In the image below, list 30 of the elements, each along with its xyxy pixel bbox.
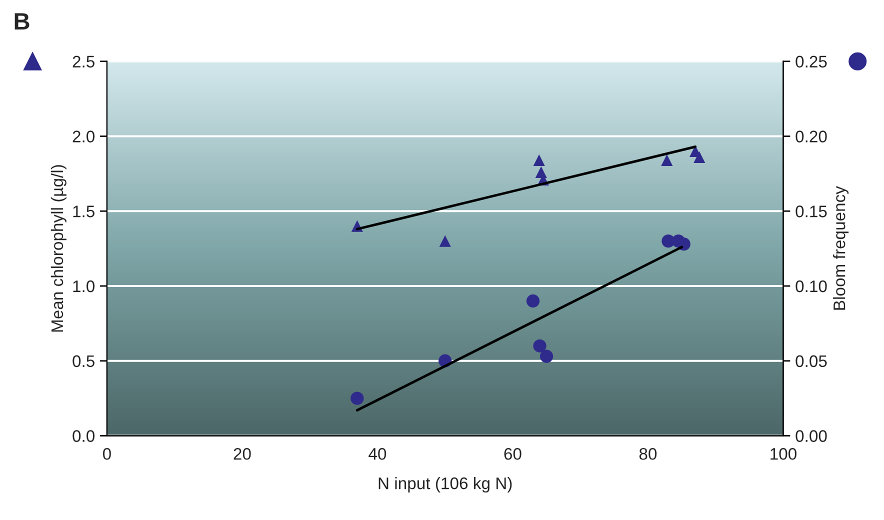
- x-tick-label: 60: [504, 448, 522, 460]
- y2-tick-label: 0.00: [796, 430, 827, 442]
- y2-axis-title: Bloom frequency: [833, 186, 849, 310]
- point: [661, 154, 673, 166]
- y-tick-label: 2.0: [72, 130, 95, 142]
- x-axis-title: N input (106 kg N): [378, 476, 512, 493]
- x-tick-label: 40: [368, 448, 386, 460]
- point: [526, 294, 540, 308]
- y2-tick-label: 0.20: [796, 130, 827, 142]
- x-tick-label: 80: [639, 448, 657, 460]
- y-tick-label: 0.0: [72, 430, 95, 442]
- point: [350, 392, 364, 405]
- y2-tick-label: 0.10: [796, 280, 827, 292]
- y2-tick-label: 0.15: [796, 206, 827, 218]
- x-tick-label: 20: [234, 448, 251, 460]
- x-tick-label: 100: [770, 448, 796, 460]
- point: [694, 151, 706, 164]
- point: [540, 350, 554, 363]
- y2-tick-label: 0.25: [796, 56, 827, 68]
- point: [533, 339, 546, 352]
- y-tick-label: 1.0: [73, 280, 95, 292]
- chart-title: B: [14, 13, 30, 30]
- point: [533, 154, 545, 166]
- y-tick-label: 0.5: [72, 355, 94, 368]
- point: [439, 235, 451, 247]
- y2-tick-label: 0.05: [796, 355, 827, 368]
- x-tick-label: 0: [102, 448, 111, 460]
- y-axis-title: Mean chlorophyll (µg/l): [50, 165, 66, 332]
- y-tick-label: 2.5: [72, 56, 94, 68]
- y-tick-label: 1.5: [73, 206, 94, 218]
